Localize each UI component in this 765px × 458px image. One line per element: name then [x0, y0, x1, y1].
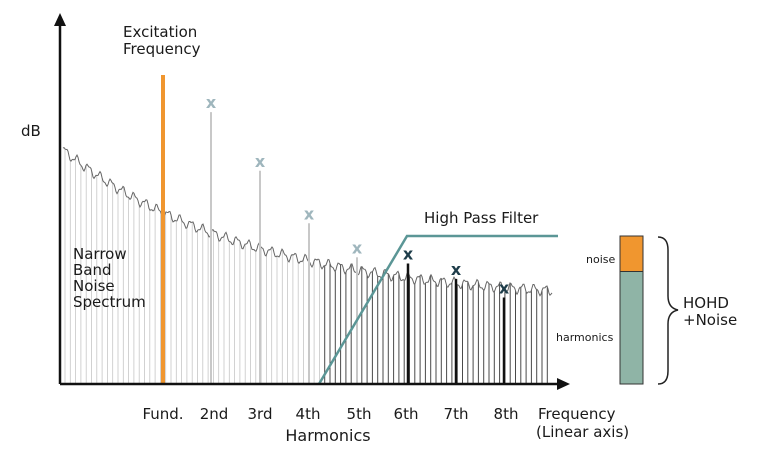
x-axis-arrow: [557, 378, 570, 390]
tick-label-3rd: 3rd: [248, 405, 273, 423]
bar-noise-segment: [619, 235, 644, 272]
harmonic-marker: x: [304, 204, 315, 223]
x-axis-title: Harmonics: [285, 426, 370, 445]
hohd-bracket: [657, 236, 679, 385]
hohd-bar: noise harmonics: [556, 235, 644, 385]
y-axis-arrow: [54, 13, 66, 26]
harmonic-marker: x: [403, 245, 414, 264]
tick-label-5th: 5th: [347, 405, 372, 423]
harmonic-lines: x x x x x x x: [206, 93, 510, 384]
high-pass-filter-curve: [317, 234, 558, 385]
x-axis-label-line2: (Linear axis): [536, 423, 629, 441]
harmonic-marker: x: [499, 279, 510, 298]
harmonic-marker: x: [352, 238, 363, 257]
tick-label-2nd: 2nd: [200, 405, 229, 423]
noise-label-line1: Narrow: [73, 245, 127, 263]
harmonic-marker: x: [206, 93, 217, 112]
tick-label-7th: 7th: [444, 405, 469, 423]
filter-label: High Pass Filter: [424, 209, 539, 227]
bar-harmonics-label: harmonics: [556, 331, 614, 344]
tick-label-fund: Fund.: [142, 405, 183, 423]
bracket-label-line2: +Noise: [683, 311, 737, 329]
noise-spectrum: [62, 146, 553, 384]
bar-noise-label: noise: [586, 253, 615, 266]
x-tick-labels: Fund. 2nd 3rd 4th 5th 6th 7th 8th: [142, 405, 518, 423]
tick-label-4th: 4th: [296, 405, 321, 423]
excitation-label-line2: Frequency: [123, 40, 201, 58]
noise-label-line2: Band: [73, 261, 112, 279]
bracket-label-line1: HOHD: [683, 294, 729, 312]
noise-spectrum-curve: [62, 146, 553, 297]
noise-spectrum-lines: [64, 147, 548, 384]
y-axis-label: dB: [21, 122, 41, 140]
noise-label-line3: Noise: [73, 277, 115, 295]
tick-label-8th: 8th: [494, 405, 519, 423]
harmonic-marker: x: [451, 260, 462, 279]
x-axis-label-line1: Frequency: [538, 405, 616, 423]
excitation-label-line1: Excitation: [123, 23, 197, 41]
tick-label-6th: 6th: [394, 405, 419, 423]
noise-label-line4: Spectrum: [73, 293, 146, 311]
bar-harmonics-segment: [619, 271, 644, 385]
harmonic-marker: x: [255, 152, 266, 171]
axes: [54, 13, 570, 390]
